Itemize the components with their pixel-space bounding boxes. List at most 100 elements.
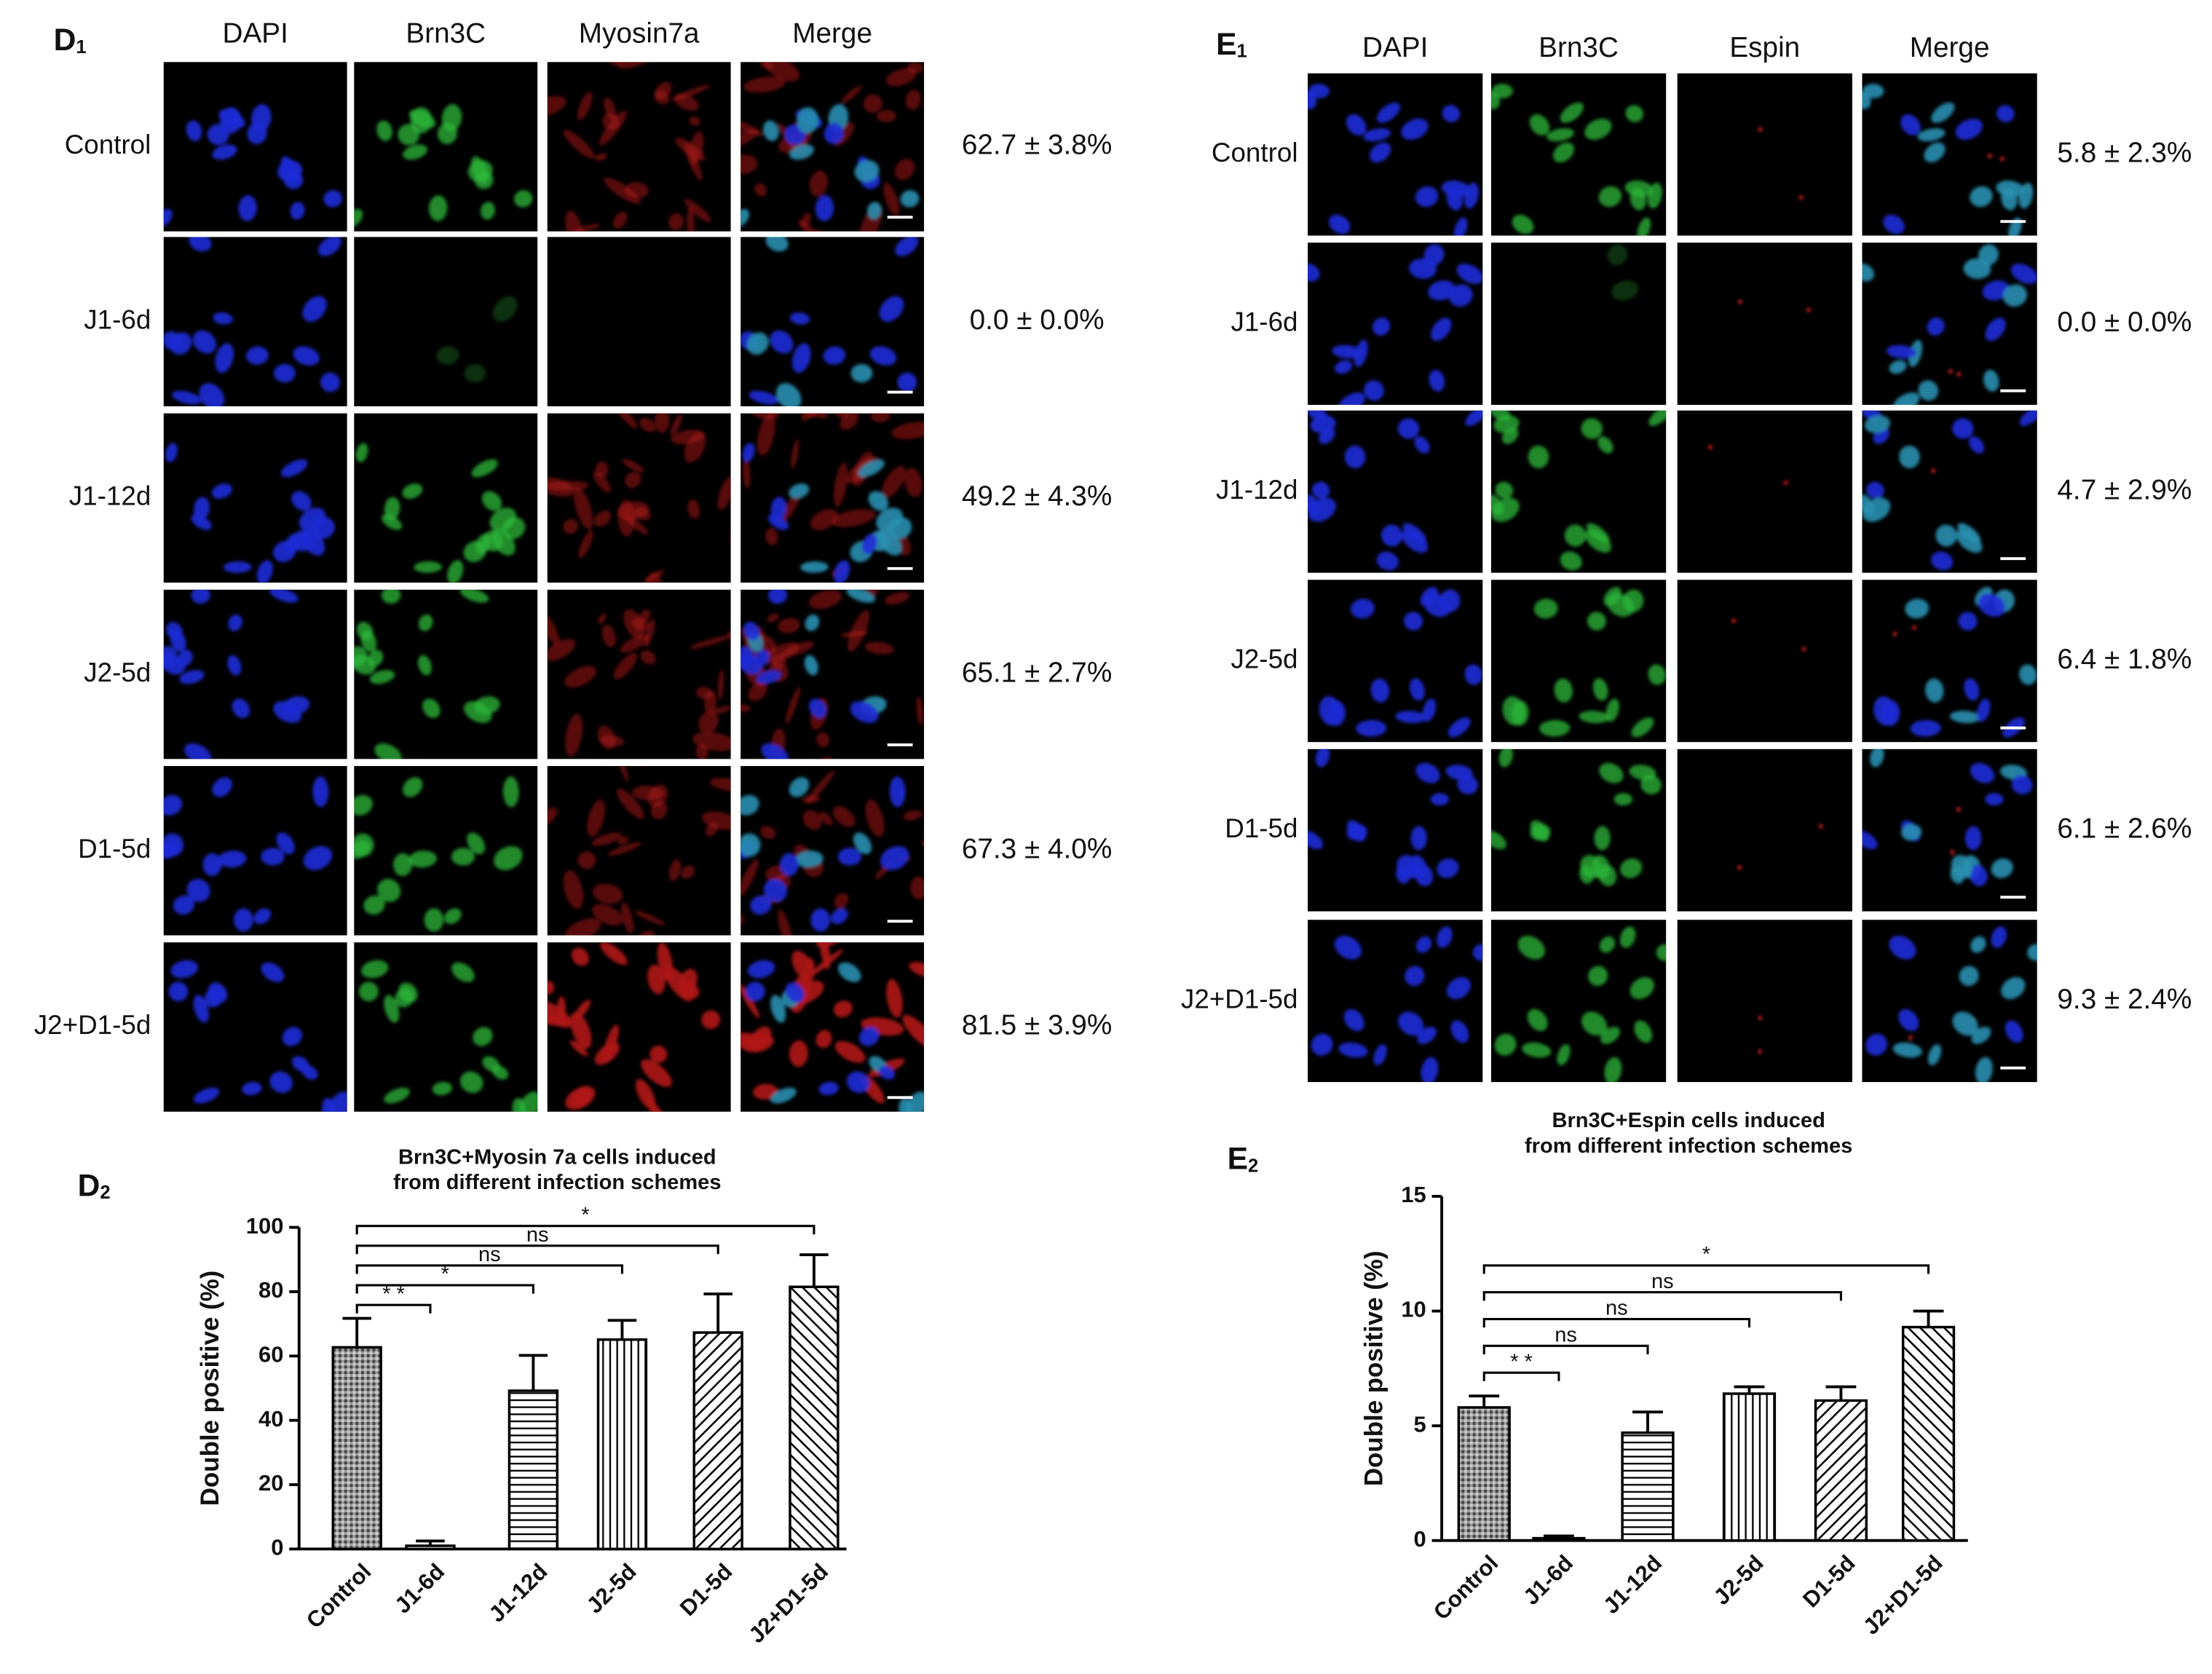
- nucleus: [1311, 481, 1330, 499]
- nucleus: [1588, 966, 1608, 987]
- row-label: Control: [65, 130, 151, 159]
- nucleus: [410, 107, 432, 134]
- stain: [547, 980, 555, 995]
- stain: [635, 1078, 656, 1110]
- stain: [668, 859, 682, 882]
- nucleus: [1332, 344, 1362, 359]
- micrograph-texture: [358, 960, 538, 1112]
- stain: [819, 811, 833, 826]
- stain: [698, 711, 719, 734]
- stain: [1806, 307, 1811, 312]
- stain: [1912, 625, 1917, 630]
- nucleus: [1404, 612, 1423, 631]
- stain: [689, 116, 700, 126]
- nucleus: [300, 529, 325, 556]
- nucleus: [846, 1071, 870, 1094]
- micrograph-texture: [547, 413, 731, 583]
- stain: [684, 199, 711, 223]
- nucleus: [398, 982, 418, 1003]
- nucleus: [750, 895, 772, 915]
- nucleus: [2019, 410, 2037, 427]
- stain: [600, 735, 624, 747]
- stain: [671, 430, 706, 445]
- nucleus: [1560, 551, 1582, 571]
- stain: [565, 210, 585, 232]
- micrograph: [354, 413, 538, 583]
- nucleus: [382, 589, 401, 604]
- stain: [645, 569, 665, 582]
- stain: [883, 182, 899, 216]
- nucleus: [1927, 1044, 1942, 1066]
- row-label: D1-5d: [78, 834, 151, 864]
- nucleus: [1959, 966, 1979, 987]
- nucleus: [1991, 858, 2013, 879]
- nucleus: [211, 483, 232, 499]
- y-axis-label: Double positive (%): [196, 1271, 224, 1506]
- stain: [641, 572, 662, 583]
- stain: [641, 1059, 672, 1087]
- stain: [753, 1083, 778, 1100]
- stain: [692, 732, 731, 751]
- column-header: Merge: [1910, 32, 1990, 63]
- nucleus: [1512, 214, 1534, 234]
- bar: [1814, 1399, 1868, 1542]
- nucleus: [301, 1065, 318, 1080]
- panel-letter-sub: 1: [1237, 41, 1247, 61]
- nucleus: [422, 698, 441, 719]
- nucleus: [384, 1087, 410, 1104]
- nucleus: [1335, 360, 1353, 374]
- nucleus: [1308, 263, 1320, 282]
- stain: [882, 466, 906, 497]
- stain: [625, 472, 641, 489]
- nucleus: [2001, 188, 2018, 210]
- micrograph-texture: [163, 589, 310, 759]
- nucleus: [1862, 497, 1891, 522]
- stain: [681, 865, 695, 879]
- micrograph-texture: [1494, 926, 1667, 1083]
- stain: [689, 635, 730, 650]
- nucleus: [1398, 1011, 1424, 1036]
- nucleus: [1969, 864, 1988, 887]
- stain: [687, 500, 700, 519]
- stain: [712, 706, 731, 714]
- nucleus: [1964, 826, 1982, 850]
- chart-title: from different infection schemes: [1525, 1134, 1852, 1158]
- significance-label: ns: [1651, 1270, 1674, 1293]
- stain: [621, 902, 634, 934]
- nucleus: [1924, 142, 1946, 163]
- nucleus: [740, 208, 750, 227]
- nucleus: [785, 982, 805, 1003]
- nucleus: [1952, 1011, 1978, 1036]
- nucleus: [743, 622, 760, 641]
- nucleus: [1370, 142, 1391, 163]
- stain: [886, 979, 903, 1018]
- micrograph: [1677, 73, 1852, 236]
- nucleus: [877, 529, 902, 556]
- stain: [593, 471, 611, 493]
- significance-bracket: [1482, 1264, 1930, 1274]
- percentage: 4.7 ± 2.9%: [2057, 474, 2192, 505]
- nucleus: [168, 982, 189, 1002]
- micrograph-texture: [740, 62, 923, 232]
- stain: [592, 883, 623, 904]
- nucleus: [1599, 936, 1615, 953]
- stain: [547, 639, 576, 661]
- nucleus: [1862, 830, 1878, 850]
- stain: [644, 618, 655, 648]
- stain: [680, 982, 700, 999]
- percentage: 0.0 ± 0.0%: [970, 304, 1105, 336]
- nucleus: [1310, 415, 1336, 433]
- stain: [1737, 865, 1742, 870]
- nucleus: [748, 390, 779, 405]
- stain: [614, 413, 638, 429]
- nucleus: [1429, 369, 1445, 392]
- nucleus: [1600, 1027, 1620, 1044]
- bar: [507, 1389, 559, 1551]
- stain: [564, 918, 601, 936]
- nucleus: [837, 962, 861, 982]
- nucleus: [1472, 944, 1483, 961]
- percentage: 81.5 ± 3.9%: [962, 1010, 1112, 1041]
- y-tick-label: 15: [1401, 1182, 1426, 1207]
- nucleus: [218, 850, 247, 868]
- panel-letter-main: E: [1228, 1142, 1248, 1177]
